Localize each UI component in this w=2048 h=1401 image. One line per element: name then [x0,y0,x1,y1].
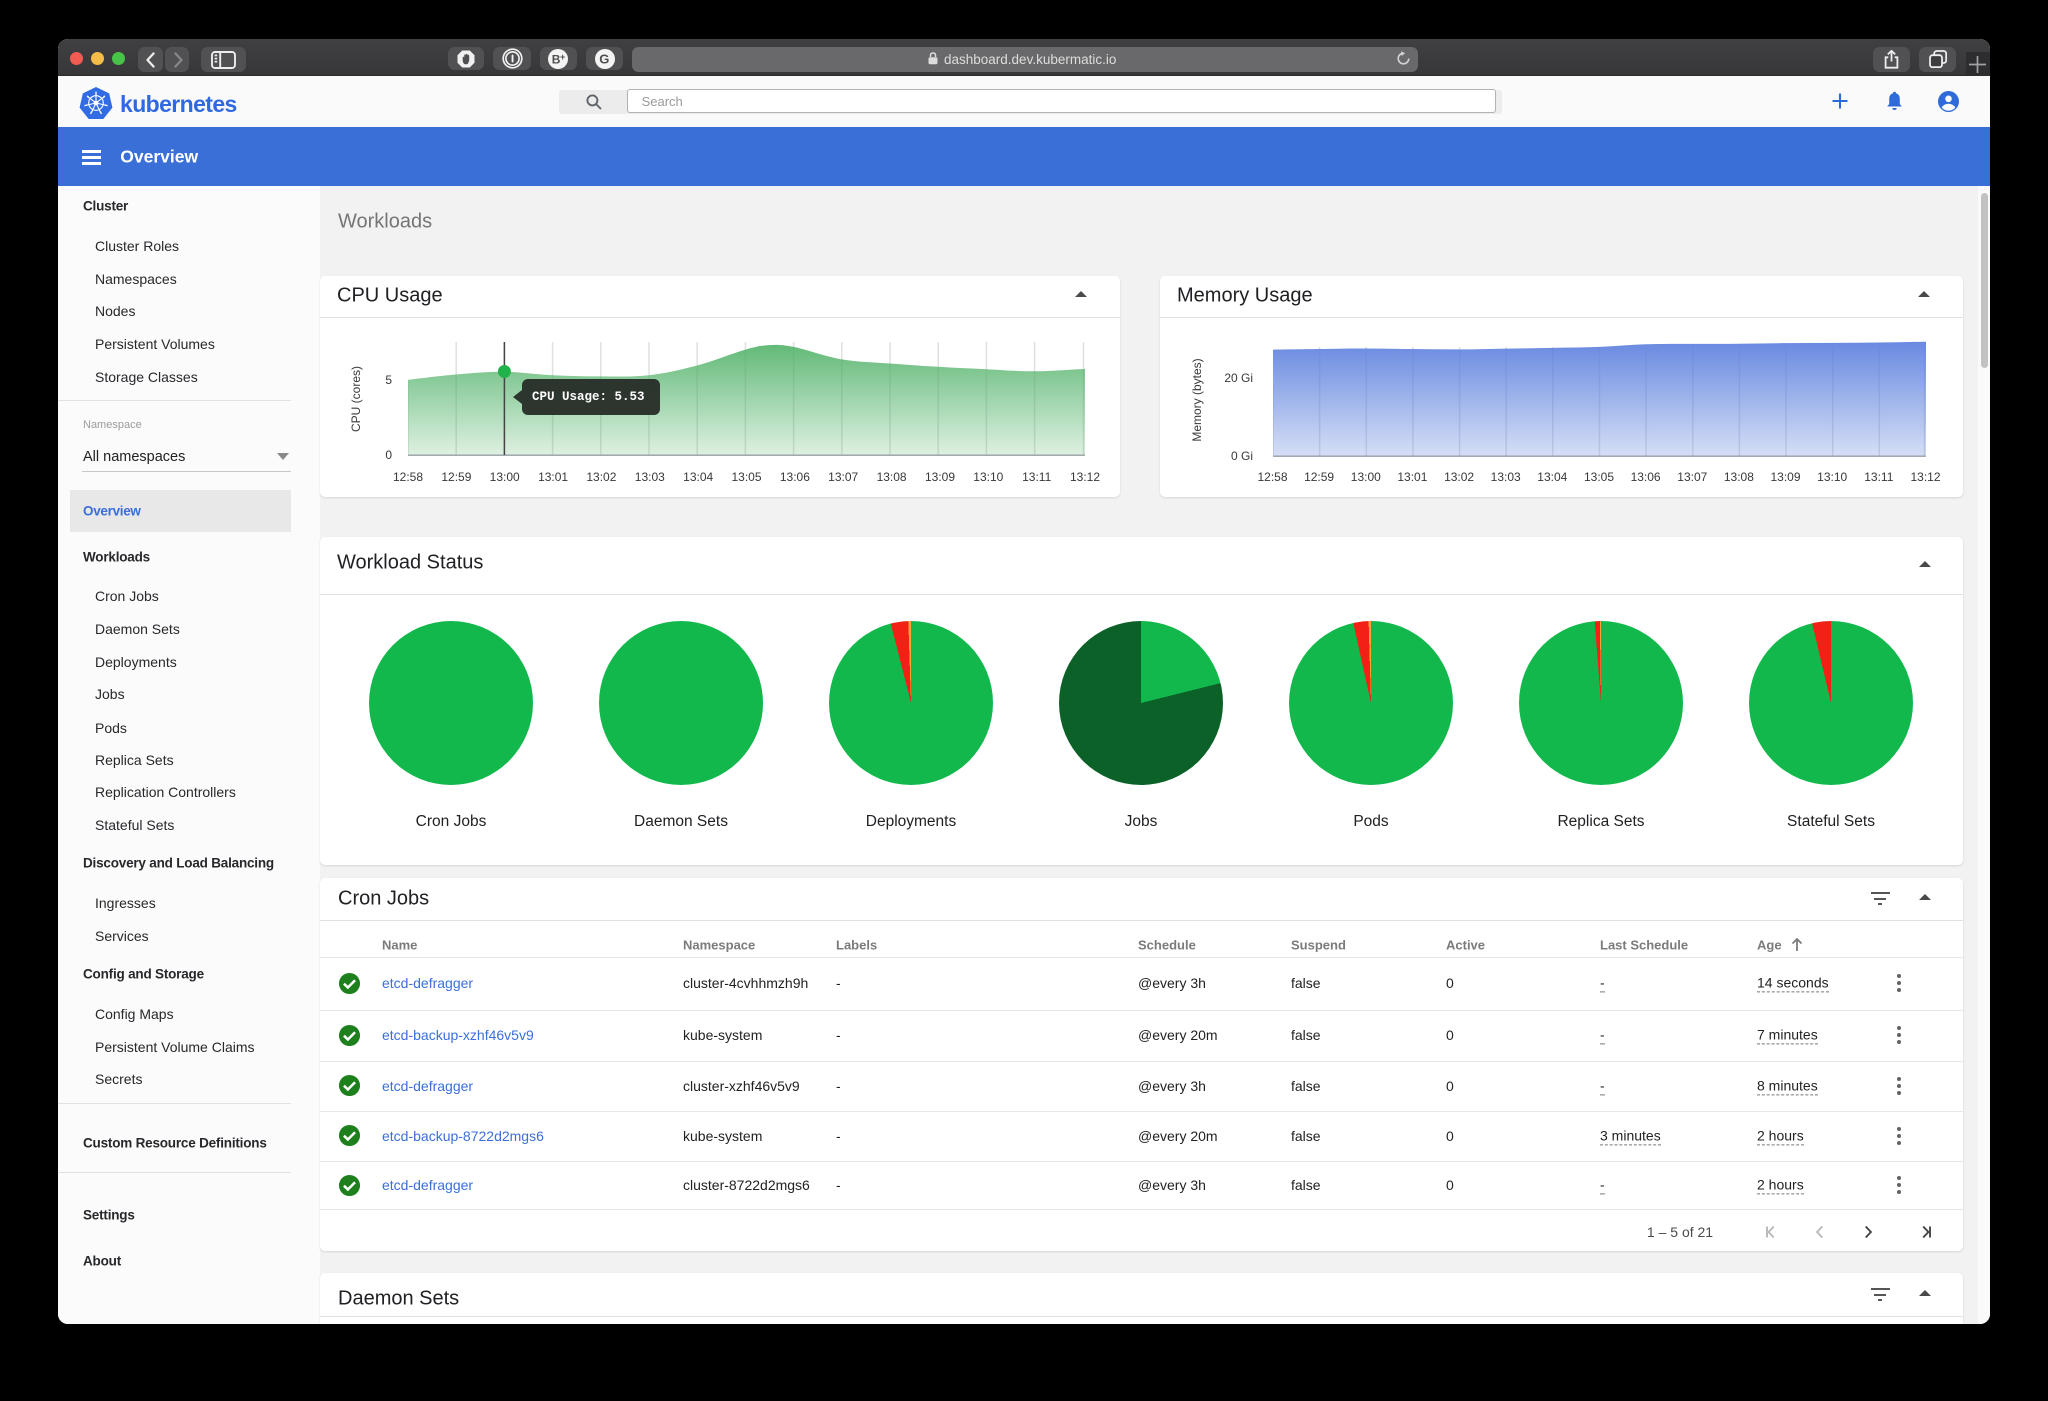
svg-text:+: + [560,52,565,62]
svg-text:G: G [599,51,609,66]
svg-text:B: B [552,52,561,66]
